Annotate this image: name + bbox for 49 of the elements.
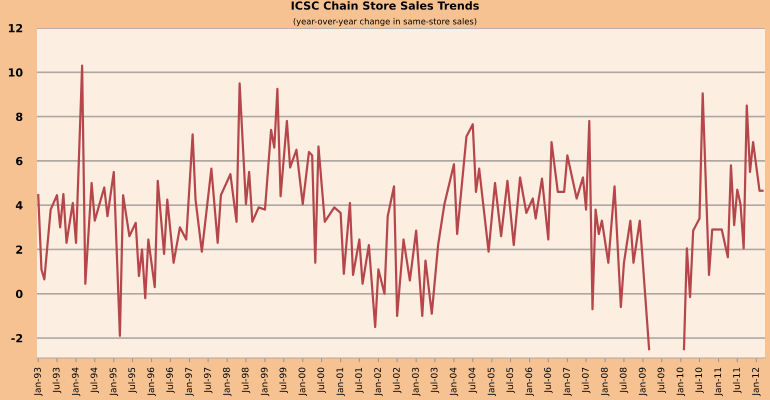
x-tick-label: Jan-95: [110, 368, 118, 396]
x-tick-label: Jul-05: [506, 368, 515, 394]
x-tick-label: Jan-08: [600, 368, 610, 396]
x-tick-label: Jan-04: [450, 368, 458, 396]
x-tick-label: Jul-00: [317, 368, 326, 394]
chart-title: ICSC Chain Store Sales Trends: [292, 1, 479, 10]
x-tick-label: Jul-09: [657, 368, 666, 394]
x-tick-label: Jan-00: [298, 368, 308, 396]
x-tick-label: Jul-95: [128, 368, 137, 394]
x-tick-label: Jan-94: [72, 368, 80, 396]
x-tick-label: Jul-08: [620, 368, 628, 394]
x-tick-label: Jul-94: [90, 368, 100, 394]
x-tick-label: Jan-97: [185, 368, 194, 396]
x-tick-label: Jul-02: [392, 368, 402, 394]
x-tick-label: Jul-93: [52, 368, 62, 394]
x-tick-label: Jan-09: [638, 368, 648, 396]
x-tick-label: Jan-98: [222, 368, 232, 396]
x-tick-label: Jul-98: [242, 368, 250, 394]
x-tick-label: Jan-99: [260, 368, 270, 396]
chart-subtitle: (year-over-year change in same-store sales): [294, 18, 476, 26]
x-tick-label: Jul-11: [732, 368, 742, 394]
x-tick-label: Jul-01: [354, 368, 364, 394]
x-tick-label: Jul-96: [166, 368, 175, 394]
x-tick-label: Jan-02: [374, 368, 383, 396]
x-tick-label: Jul-03: [430, 368, 440, 394]
x-tick-label: Jul-04: [468, 368, 478, 394]
y-tick-label: 6: [16, 156, 23, 166]
x-tick-label: Jan-93: [34, 368, 43, 396]
x-tick-label: Jul-10: [695, 368, 704, 394]
y-tick-label: 10: [8, 68, 23, 77]
y-tick-label: 2: [16, 245, 22, 254]
x-tick-label: Jan-10: [676, 368, 686, 396]
y-tick-label: 8: [16, 112, 22, 121]
x-tick-label: Jan-12: [752, 368, 761, 396]
x-tick-label: Jan-05: [488, 368, 496, 396]
y-tick-label: -2: [11, 334, 22, 342]
x-tick-label: Jan-06: [525, 368, 534, 396]
y-tick-label: 4: [16, 201, 23, 210]
y-tick-label: 12: [8, 24, 22, 32]
x-tick-label: Jul-97: [204, 368, 212, 394]
x-tick-label: Jul-99: [279, 368, 288, 394]
x-tick-label: Jan-07: [563, 368, 572, 396]
x-tick-label: Jul-06: [544, 368, 553, 394]
y-tick-label: 0: [16, 290, 23, 298]
x-tick-label: Jan-01: [336, 368, 345, 396]
x-tick-label: Jan-03: [412, 368, 420, 396]
x-tick-label: Jan-11: [714, 368, 723, 396]
x-tick-label: Jul-07: [582, 368, 590, 394]
x-tick-label: Jan-96: [147, 368, 156, 396]
